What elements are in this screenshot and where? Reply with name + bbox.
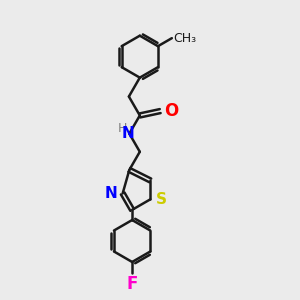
Text: H: H [118,122,128,135]
Text: CH₃: CH₃ [173,32,196,45]
Text: N: N [105,186,117,201]
Text: N: N [122,125,134,140]
Text: S: S [155,192,167,207]
Text: F: F [126,275,138,293]
Text: O: O [164,102,178,120]
